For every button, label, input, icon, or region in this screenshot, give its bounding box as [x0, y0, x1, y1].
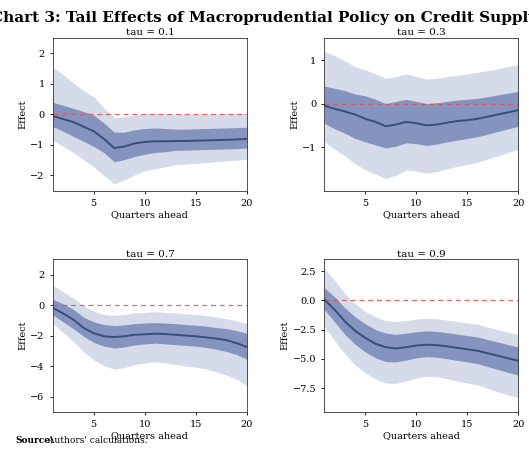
Y-axis label: Effect: Effect	[281, 321, 290, 350]
Y-axis label: Effect: Effect	[290, 100, 299, 129]
Title: tau = 0.3: tau = 0.3	[397, 28, 446, 37]
Y-axis label: Effect: Effect	[19, 321, 28, 350]
Text: Source:: Source:	[16, 436, 54, 445]
Title: tau = 0.1: tau = 0.1	[125, 28, 174, 37]
Title: tau = 0.9: tau = 0.9	[397, 249, 446, 258]
X-axis label: Quarters ahead: Quarters ahead	[383, 210, 460, 219]
X-axis label: Quarters ahead: Quarters ahead	[112, 431, 188, 440]
X-axis label: Quarters ahead: Quarters ahead	[112, 210, 188, 219]
Text: Authors' calculations.: Authors' calculations.	[45, 436, 148, 445]
Text: Chart 3: Tail Effects of Macroprudential Policy on Credit Supply: Chart 3: Tail Effects of Macroprudential…	[0, 11, 529, 25]
Y-axis label: Effect: Effect	[19, 100, 28, 129]
X-axis label: Quarters ahead: Quarters ahead	[383, 431, 460, 440]
Title: tau = 0.7: tau = 0.7	[125, 249, 174, 258]
